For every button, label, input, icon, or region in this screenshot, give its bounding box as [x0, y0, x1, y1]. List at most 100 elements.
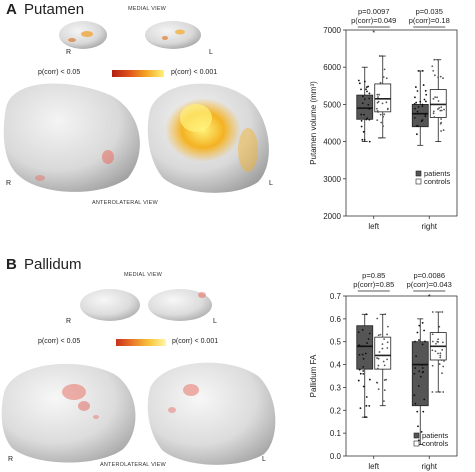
- legend-swatch: [415, 170, 422, 177]
- y-tick-label: 6000: [323, 63, 341, 72]
- data-point: [423, 98, 426, 101]
- box-patients-right: [411, 104, 429, 128]
- data-point: [422, 410, 425, 413]
- x-tick-label: right: [421, 462, 437, 471]
- legend-swatch: [413, 440, 420, 447]
- data-point: [377, 96, 379, 98]
- data-point: [420, 120, 423, 123]
- data-point: [357, 79, 360, 82]
- data-point: [440, 130, 442, 132]
- data-point: [437, 341, 440, 343]
- data-point: [417, 106, 420, 108]
- data-point: [421, 105, 424, 108]
- data-point: [362, 385, 365, 388]
- data-point: [440, 121, 443, 124]
- data-point: [424, 113, 427, 116]
- y-tick-label: 3000: [323, 175, 341, 184]
- x-tick-label: left: [368, 462, 379, 471]
- data-point: [361, 138, 364, 141]
- legend-entry: controls: [424, 177, 451, 186]
- data-point: [418, 370, 421, 373]
- side-label-medial-r: R: [66, 49, 72, 56]
- data-point: [360, 345, 362, 348]
- data-point: [414, 367, 417, 369]
- data-point: [358, 344, 360, 347]
- panel-a: A Putamen MEDIAL VIEW: [3, 1, 458, 231]
- y-tick-label: 0.5: [330, 338, 342, 347]
- scale-low-label: p(corr) < 0.05: [38, 69, 81, 76]
- data-point: [437, 100, 440, 102]
- plot-frame: [345, 29, 458, 217]
- data-point: [421, 343, 424, 346]
- data-point: [438, 107, 441, 109]
- y-tick-label: 0.2: [330, 406, 342, 415]
- side-label-medial-r: R: [66, 318, 72, 325]
- medial-view-label: MEDIAL VIEW: [124, 272, 163, 278]
- data-point: [382, 125, 385, 128]
- y-axis-label: Putamen volume (mm³): [309, 81, 318, 165]
- data-point: [421, 70, 424, 72]
- data-point: [368, 378, 371, 381]
- anterolateral-shape-right: [3, 83, 140, 192]
- y-tick-label: 0.4: [330, 361, 342, 370]
- data-point: [431, 333, 434, 336]
- p-value-label: p=0.035: [416, 7, 443, 16]
- legend-entry: controls: [422, 439, 449, 448]
- anterolateral-view-label: ANTEROLATERAL VIEW: [92, 200, 158, 206]
- medial-shape-left: [148, 289, 212, 321]
- data-point: [377, 364, 380, 367]
- data-point: [416, 90, 419, 92]
- legend-swatch: [415, 178, 422, 185]
- data-point: [368, 140, 371, 143]
- medial-shape-left: [145, 21, 201, 49]
- data-point: [437, 108, 439, 110]
- data-point: [441, 341, 444, 344]
- data-point: [360, 119, 363, 122]
- data-point: [377, 334, 380, 337]
- data-point: [358, 353, 361, 356]
- data-point: [421, 367, 424, 369]
- box-patients-right: [411, 341, 429, 407]
- box-controls-left: [374, 83, 392, 113]
- medial-view-label: MEDIAL VIEW: [128, 6, 167, 12]
- data-point: [376, 317, 379, 320]
- data-point: [381, 343, 384, 346]
- data-point: [386, 341, 389, 344]
- data-point: [425, 100, 427, 103]
- data-point: [385, 77, 388, 80]
- data-point: [365, 88, 367, 91]
- plot-frame: [345, 295, 458, 457]
- data-point: [381, 102, 384, 105]
- data-point: [418, 339, 420, 341]
- side-label-r: R: [8, 456, 14, 463]
- box-patients-left: [356, 94, 374, 120]
- data-point: [378, 55, 381, 57]
- side-label-l: L: [269, 180, 273, 187]
- scale-low-label: p(corr) < 0.05: [38, 338, 81, 345]
- y-tick-label: 0.1: [330, 429, 342, 438]
- side-label-l: L: [262, 456, 266, 463]
- data-point: [377, 388, 380, 391]
- p-value-label: p=0.0097: [358, 7, 390, 16]
- data-point: [425, 93, 428, 96]
- data-point: [363, 98, 366, 101]
- data-point: [424, 89, 427, 92]
- putamen-brain-renderings: [3, 21, 269, 193]
- data-point: [413, 394, 416, 397]
- data-point: [437, 352, 439, 355]
- color-scale-bar: [112, 70, 164, 77]
- data-point: [358, 82, 361, 85]
- data-point: [363, 113, 365, 116]
- data-point: [413, 116, 416, 119]
- data-point: [418, 324, 421, 327]
- pallidum-brain-renderings: [1, 289, 276, 465]
- data-point: [360, 88, 362, 91]
- y-tick-label: 2000: [323, 212, 341, 221]
- legend-entry: patients: [424, 169, 451, 178]
- data-point: [381, 55, 383, 57]
- data-point: [437, 338, 440, 341]
- x-tick-label: left: [368, 222, 379, 231]
- data-point: [362, 130, 365, 133]
- data-point: [415, 101, 418, 104]
- data-point: [360, 125, 363, 128]
